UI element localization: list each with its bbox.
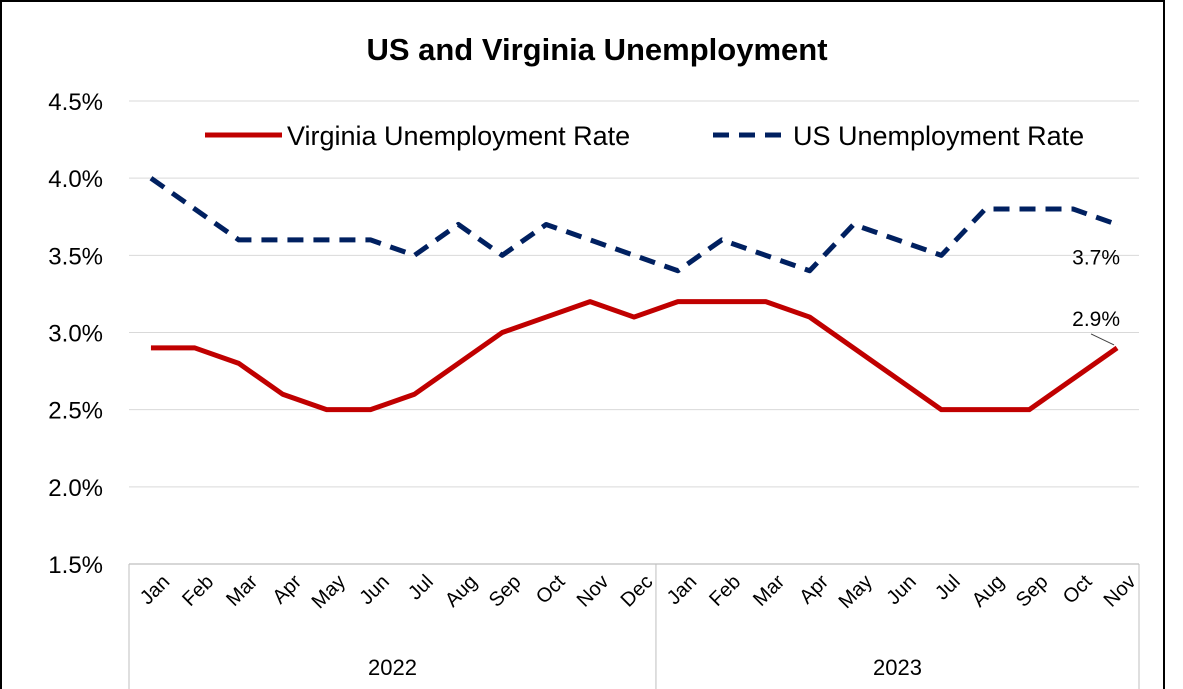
data-label: 3.7%: [1072, 246, 1120, 269]
y-tick-label: 3.5%: [48, 243, 103, 270]
y-tick-label: 4.5%: [48, 89, 103, 116]
chart-title: US and Virginia Unemployment: [366, 32, 827, 67]
y-tick-label: 2.5%: [48, 398, 103, 425]
category-group-label: 2022: [368, 655, 417, 680]
y-tick-label: 1.5%: [48, 552, 103, 579]
category-group-label: 2023: [873, 655, 922, 680]
y-tick-label: 2.0%: [48, 475, 103, 502]
data-label: 2.9%: [1072, 308, 1120, 331]
gridlines: [129, 100, 1139, 488]
legend-label: Virginia Unemployment Rate: [287, 121, 630, 151]
data-labels: 3.7% 2.9%: [1072, 246, 1120, 346]
y-tick-label: 3.0%: [48, 321, 103, 348]
series-lines: [149, 176, 1119, 413]
y-axis: 1.5% 2.0% 2.5% 3.0% 3.5% 4.0% 4.5%: [48, 89, 103, 579]
y-tick-label: 4.0%: [48, 166, 103, 193]
legend-label: US Unemployment Rate: [793, 121, 1084, 151]
data-label-leader: [1090, 333, 1115, 346]
legend: Virginia Unemployment Rate US Unemploymen…: [205, 121, 1084, 151]
series-line: [149, 176, 1118, 274]
